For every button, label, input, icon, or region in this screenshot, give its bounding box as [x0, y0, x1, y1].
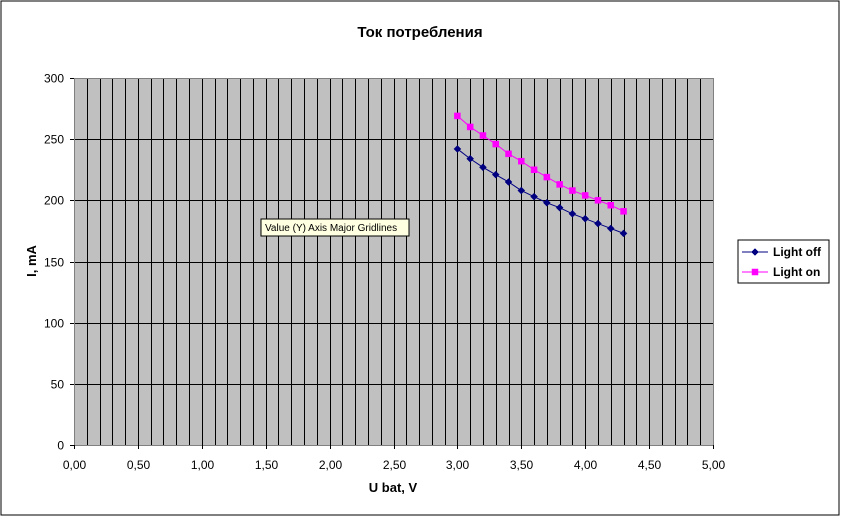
data-point[interactable] — [581, 214, 590, 223]
data-point[interactable] — [504, 178, 513, 186]
data-point[interactable] — [594, 197, 602, 204]
y-tick-label: 100 — [44, 317, 64, 331]
data-point[interactable] — [606, 224, 615, 233]
data-point[interactable] — [543, 173, 551, 181]
data-point[interactable] — [555, 203, 564, 212]
plot-area — [74, 78, 714, 446]
legend-label: Light off — [773, 245, 822, 259]
y-axis-ticks: 0 50 100 150 200 250 300 — [44, 72, 74, 453]
x-tick-label: 3,50 — [510, 458, 534, 472]
data-point[interactable] — [479, 163, 487, 172]
data-point[interactable] — [505, 150, 512, 158]
x-tick-label: 2,00 — [319, 458, 343, 472]
x-tick-label: 5,00 — [702, 458, 726, 472]
data-point[interactable] — [518, 157, 525, 165]
x-tick-label: 1,00 — [191, 458, 215, 472]
x-tick-label: 2,50 — [383, 458, 407, 472]
data-point[interactable] — [620, 208, 627, 215]
data-point[interactable] — [568, 209, 577, 218]
legend-box[interactable] — [737, 239, 830, 284]
data-point[interactable] — [491, 170, 500, 179]
legend[interactable]: Light off Light on — [737, 239, 830, 284]
x-tick-label: 1,50 — [255, 458, 279, 472]
y-tick-label: 50 — [51, 378, 65, 392]
data-point[interactable] — [492, 140, 499, 148]
legend-marker[interactable] — [751, 248, 759, 256]
data-point[interactable] — [543, 198, 551, 207]
data-point[interactable] — [530, 192, 538, 201]
x-tick-label: 0,00 — [63, 458, 87, 472]
tooltip-text: Value (Y) Axis Major Gridlines — [265, 223, 397, 234]
chart-title: Ток потребления — [357, 24, 482, 41]
data-point[interactable] — [454, 112, 461, 120]
data-point[interactable] — [556, 181, 563, 188]
x-axis-ticks: 0,00 0,50 1,00 1,50 2,00 2,50 3,00 3,50 4,00 4,50… — [63, 445, 726, 472]
data-point[interactable] — [569, 187, 576, 194]
tooltip-box — [260, 218, 410, 237]
x-tick-label: 0,50 — [127, 458, 151, 472]
x-tick-label: 4,50 — [638, 458, 662, 472]
data-point[interactable] — [479, 132, 487, 139]
series-layer — [453, 112, 628, 238]
data-point[interactable] — [594, 219, 602, 228]
gridline-tooltip: Value (Y) Axis Major Gridlines — [260, 218, 410, 237]
y-tick-label: 250 — [44, 133, 64, 147]
y-tick-label: 200 — [44, 194, 64, 208]
data-point[interactable] — [466, 123, 474, 131]
data-point[interactable] — [453, 145, 462, 153]
y-tick-label: 300 — [44, 72, 64, 86]
legend-marker[interactable] — [751, 268, 759, 276]
plot-background — [74, 78, 713, 445]
data-point[interactable] — [607, 201, 615, 209]
data-point[interactable] — [581, 192, 589, 199]
y-tick-label: 0 — [57, 439, 64, 453]
y-axis-label: I, mA — [24, 245, 39, 277]
y-tick-label: 150 — [44, 256, 64, 270]
data-point[interactable] — [530, 166, 538, 173]
legend-label: Light on — [773, 265, 820, 279]
data-point[interactable] — [517, 186, 526, 195]
data-point[interactable] — [619, 229, 628, 238]
x-axis-label: U bat, V — [369, 480, 418, 495]
x-tick-label: 3,00 — [446, 458, 470, 472]
data-point[interactable] — [466, 154, 475, 163]
x-tick-label: 4,00 — [574, 458, 598, 472]
